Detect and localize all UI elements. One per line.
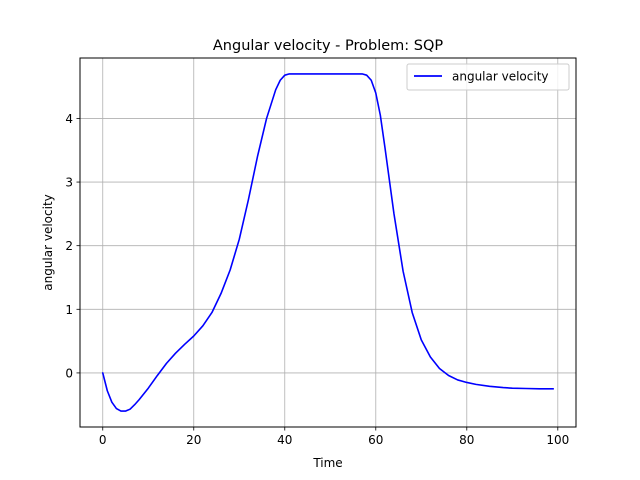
legend-label: angular velocity bbox=[452, 70, 549, 84]
x-tick-label: 40 bbox=[277, 433, 292, 447]
series-line bbox=[101, 73, 555, 412]
legend: angular velocity bbox=[406, 63, 570, 91]
x-tick-label: 0 bbox=[99, 433, 107, 447]
y-tick-label: 3 bbox=[65, 176, 73, 190]
x-tick-label: 20 bbox=[186, 433, 201, 447]
x-tick-label: 100 bbox=[546, 433, 569, 447]
chart-title: Angular velocity - Problem: SQP bbox=[213, 38, 444, 54]
axes-frame bbox=[79, 57, 577, 428]
x-tick-label: 80 bbox=[459, 433, 474, 447]
grid bbox=[80, 58, 576, 427]
plot-lines bbox=[101, 73, 555, 412]
y-axis-label: angular velocity bbox=[41, 194, 55, 291]
y-tick-label: 1 bbox=[65, 303, 73, 317]
legend-box bbox=[406, 63, 570, 91]
ticks: 0 20 40 60 80 100 0 1 2 3 4 bbox=[65, 112, 569, 447]
y-tick-label: 0 bbox=[65, 366, 73, 380]
x-tick-label: 60 bbox=[368, 433, 383, 447]
y-tick-label: 4 bbox=[65, 112, 73, 126]
x-axis-label: Time bbox=[312, 456, 342, 470]
y-tick-label: 2 bbox=[65, 239, 73, 253]
